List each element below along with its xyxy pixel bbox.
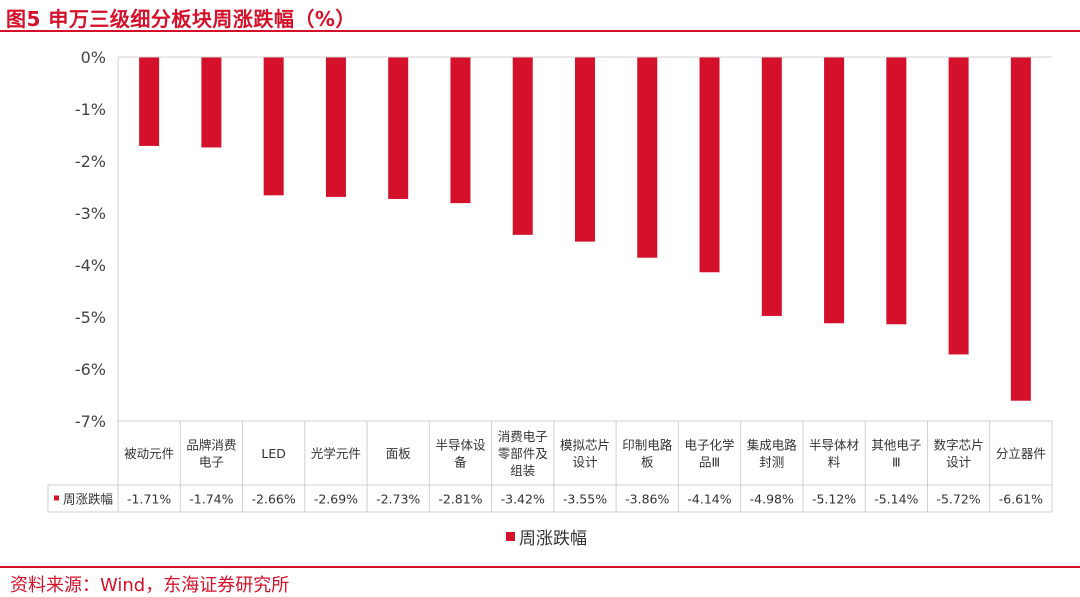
data-label: -2.73% (376, 492, 420, 507)
category-label: 印制电路板 (622, 438, 673, 470)
data-label: -3.55% (563, 492, 607, 507)
y-tick-label: 0% (81, 48, 106, 67)
data-label: -2.66% (252, 492, 296, 507)
bar (575, 57, 595, 242)
bar (824, 57, 845, 324)
category-label: 集成电路封测 (747, 438, 798, 470)
category-label: 品牌消费电子 (186, 438, 236, 470)
bar (948, 57, 969, 355)
figure-title: 图5 申万三级细分板块周涨跌幅（%） (6, 7, 356, 31)
category-label: 被动元件 (124, 446, 174, 461)
bar (637, 57, 658, 258)
bar (139, 57, 160, 146)
y-tick-label: -6% (75, 360, 106, 379)
bar (388, 57, 409, 199)
category-label: 光学元件 (311, 446, 361, 461)
legend-label: 周涨跌幅 (519, 529, 587, 549)
category-label: 模拟芯片设计 (560, 438, 610, 470)
y-tick-label: -7% (75, 412, 106, 431)
data-label: -5.12% (812, 492, 856, 507)
category-label: 消费电子零部件及组装 (498, 429, 549, 478)
data-label: -1.74% (189, 492, 233, 507)
y-tick-label: -4% (75, 256, 106, 275)
bar (512, 57, 533, 235)
legend-swatch (506, 532, 515, 541)
y-tick-label: -1% (75, 100, 106, 119)
data-label: -3.86% (625, 492, 669, 507)
bar (450, 57, 471, 204)
table-series-label: 周涨跌幅 (63, 492, 113, 507)
data-label: -3.42% (501, 492, 545, 507)
category-label: 半导体设备 (435, 438, 486, 470)
y-tick-label: -2% (75, 152, 106, 171)
bar (263, 57, 284, 196)
data-label: -1.71% (127, 492, 171, 507)
category-label: 电子化学品Ⅲ (685, 438, 735, 470)
data-label: -4.14% (687, 492, 731, 507)
data-label: -5.72% (936, 492, 980, 507)
bar (201, 57, 222, 148)
footer-rule (0, 566, 1080, 568)
data-label: -5.14% (874, 492, 918, 507)
bar (761, 57, 782, 316)
y-tick-label: -5% (75, 308, 106, 327)
y-tick-label: -3% (75, 204, 106, 223)
category-label: LED (261, 446, 286, 461)
category-label: 分立器件 (996, 446, 1046, 461)
data-label: -2.81% (438, 492, 482, 507)
title-rule (0, 30, 1080, 32)
bar (886, 57, 907, 325)
category-label: 数字芯片设计 (934, 438, 984, 470)
category-label: 面板 (386, 446, 412, 461)
table-series-key (54, 495, 59, 501)
source-note: 资料来源：Wind，东海证券研究所 (10, 575, 290, 596)
data-label: -2.69% (314, 492, 358, 507)
data-label: -6.61% (999, 492, 1043, 507)
bar (1010, 57, 1031, 401)
category-label: 半导体材料 (809, 438, 859, 470)
bar (699, 57, 720, 273)
bar (325, 57, 346, 197)
category-label: 其他电子 Ⅲ (871, 438, 921, 470)
data-label: -4.98% (750, 492, 794, 507)
